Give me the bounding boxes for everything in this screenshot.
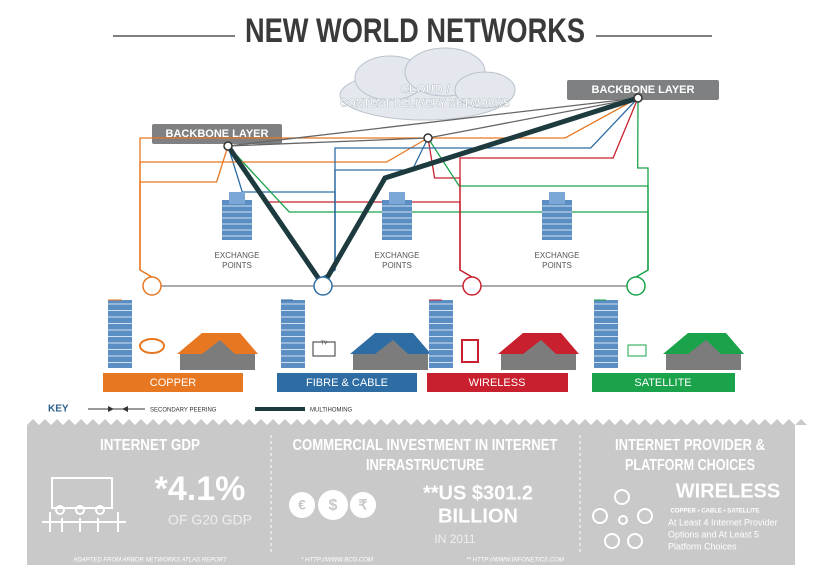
panel-title: INTERNET PROVIDER & xyxy=(615,437,765,454)
access-label: WIRELESS xyxy=(469,377,526,389)
panel-title: INTERNET GDP xyxy=(100,437,200,454)
access-label: FIBRE & CABLE xyxy=(306,377,388,389)
panel-source: * HTTP://WWW.BCG.COM xyxy=(301,558,373,564)
backbone-label: BACKBONE LAYER xyxy=(166,128,269,140)
panel-title: PLATFORM CHOICES xyxy=(625,457,755,474)
exchange-building xyxy=(389,192,405,204)
gamepad-icon xyxy=(140,339,164,353)
exchange-label: EXCHANGE xyxy=(535,251,580,260)
panel-subtitle: IN 2011 xyxy=(434,532,475,546)
panel-figure: BILLION xyxy=(438,505,518,527)
currency-icon: $ xyxy=(329,497,338,514)
panel-figure: **US $301.2 xyxy=(423,482,533,504)
backbone-label: BACKBONE LAYER xyxy=(592,84,695,96)
panel-source: ** HTTP://WWW.INFONETICS.COM xyxy=(466,558,563,564)
panel-subtitle: COPPER • CABLE • SATELLITE xyxy=(670,509,759,515)
exchange-label: POINTS xyxy=(222,261,252,270)
panel-figure: *4.1% xyxy=(155,470,246,508)
panel-subtitle: OF G20 GDP xyxy=(168,512,252,528)
cloud-label: CONTENT DELIVERY NETWORKS xyxy=(340,96,510,110)
tablet-icon xyxy=(462,340,478,362)
key-item: MULTIHOMING xyxy=(310,408,353,414)
wire xyxy=(636,98,648,277)
key-title: KEY xyxy=(48,404,69,415)
infographic: NEW WORLD NETWORKS CLOUD / CONTENT DELIV… xyxy=(0,0,817,565)
panel-title: INFRASTRUCTURE xyxy=(366,457,484,474)
access-label: COPPER xyxy=(150,377,197,389)
exchange-building xyxy=(549,192,565,204)
title: NEW WORLD NETWORKS xyxy=(245,12,585,50)
exchange-label: EXCHANGE xyxy=(215,251,260,260)
panel-edge xyxy=(27,419,807,425)
laptop-icon xyxy=(628,345,646,356)
cloud-label: CLOUD / xyxy=(400,82,450,96)
wire xyxy=(228,146,648,277)
key-item: SECONDARY PEERING xyxy=(150,408,217,414)
panel-note: At Least 4 Internet Provider xyxy=(668,517,778,527)
access-label: SATELLITE xyxy=(634,377,691,389)
currency-icon: € xyxy=(298,497,306,513)
tv-label: TV xyxy=(321,340,328,346)
panel-note: Platform Choices xyxy=(668,541,737,551)
exchange-label: EXCHANGE xyxy=(375,251,420,260)
currency-icon: ₹ xyxy=(359,497,368,513)
panel-source: ADAPTED FROM ARBOR NETWORKS ATLAS REPORT xyxy=(72,558,228,564)
panel-figure: WIRELESS xyxy=(676,480,780,502)
panel-note: Options and At Least 5 xyxy=(668,529,759,539)
panel-title: COMMERCIAL INVESTMENT IN INTERNET xyxy=(293,437,558,454)
exchange-label: POINTS xyxy=(382,261,412,270)
exchange-label: POINTS xyxy=(542,261,572,270)
exchange-building xyxy=(229,192,245,204)
wire xyxy=(323,98,638,277)
